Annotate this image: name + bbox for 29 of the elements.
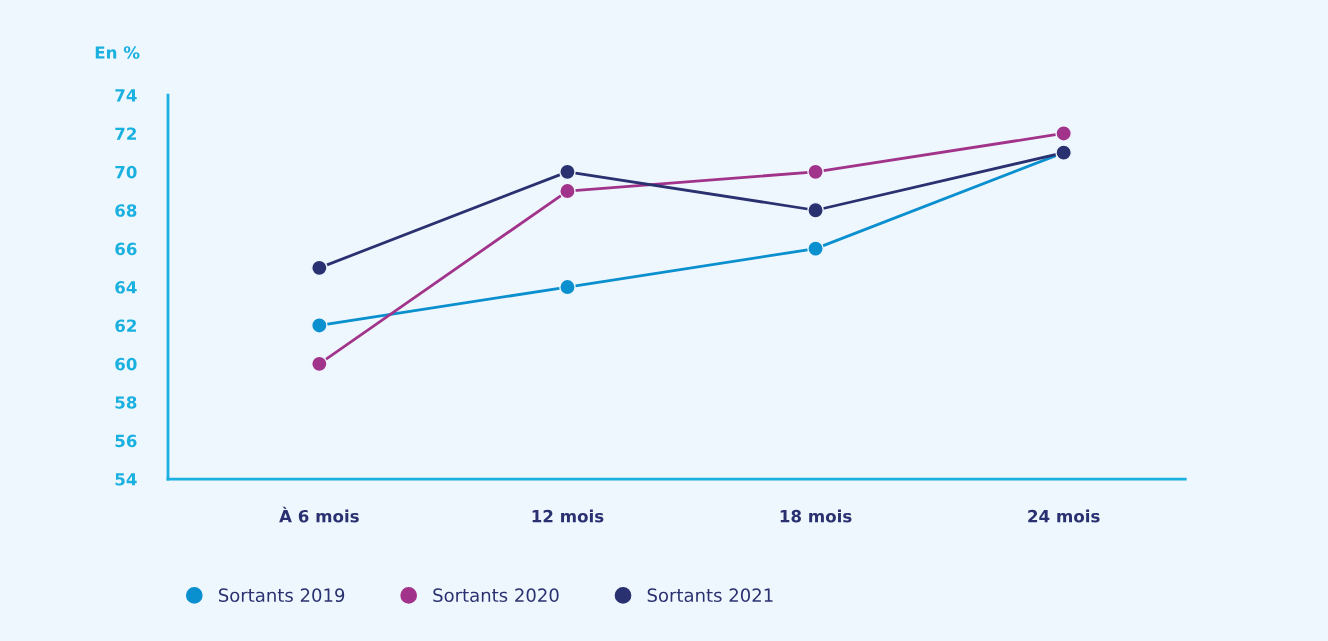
y-tick-label: 68 [115,204,137,217]
y-tick-label: 54 [115,473,137,486]
point [807,240,824,257]
y-axis-title: En % [95,46,140,59]
y-tick-label: 66 [115,242,137,256]
x-tick-label: 24 mois [1028,509,1100,523]
point [559,163,576,181]
legend-label: Sortants 2021 [647,588,773,603]
x-tick-label: 18 mois [780,509,852,523]
y-tick-label: 74 [115,89,137,102]
point [559,182,576,200]
x-tick-label: 12 mois [532,509,604,523]
point [559,278,576,296]
point [311,355,328,373]
point [311,259,328,277]
point [311,317,328,334]
x-tick-label: À 6 mois [279,506,359,523]
legend-label: Sortants 2020 [433,588,559,603]
y-tick-label: 72 [115,127,136,140]
y-tick-label: 60 [115,357,137,371]
point [807,201,824,219]
y-tick-label: 58 [115,396,137,409]
y-tick-label: 56 [115,434,137,448]
y-tick-label: 62 [115,319,136,332]
y-tick-label: 70 [115,165,137,179]
point [807,163,824,181]
legend-label: Sortants 2019 [218,588,345,603]
y-tick-label: 64 [115,281,137,294]
point [1055,125,1073,142]
